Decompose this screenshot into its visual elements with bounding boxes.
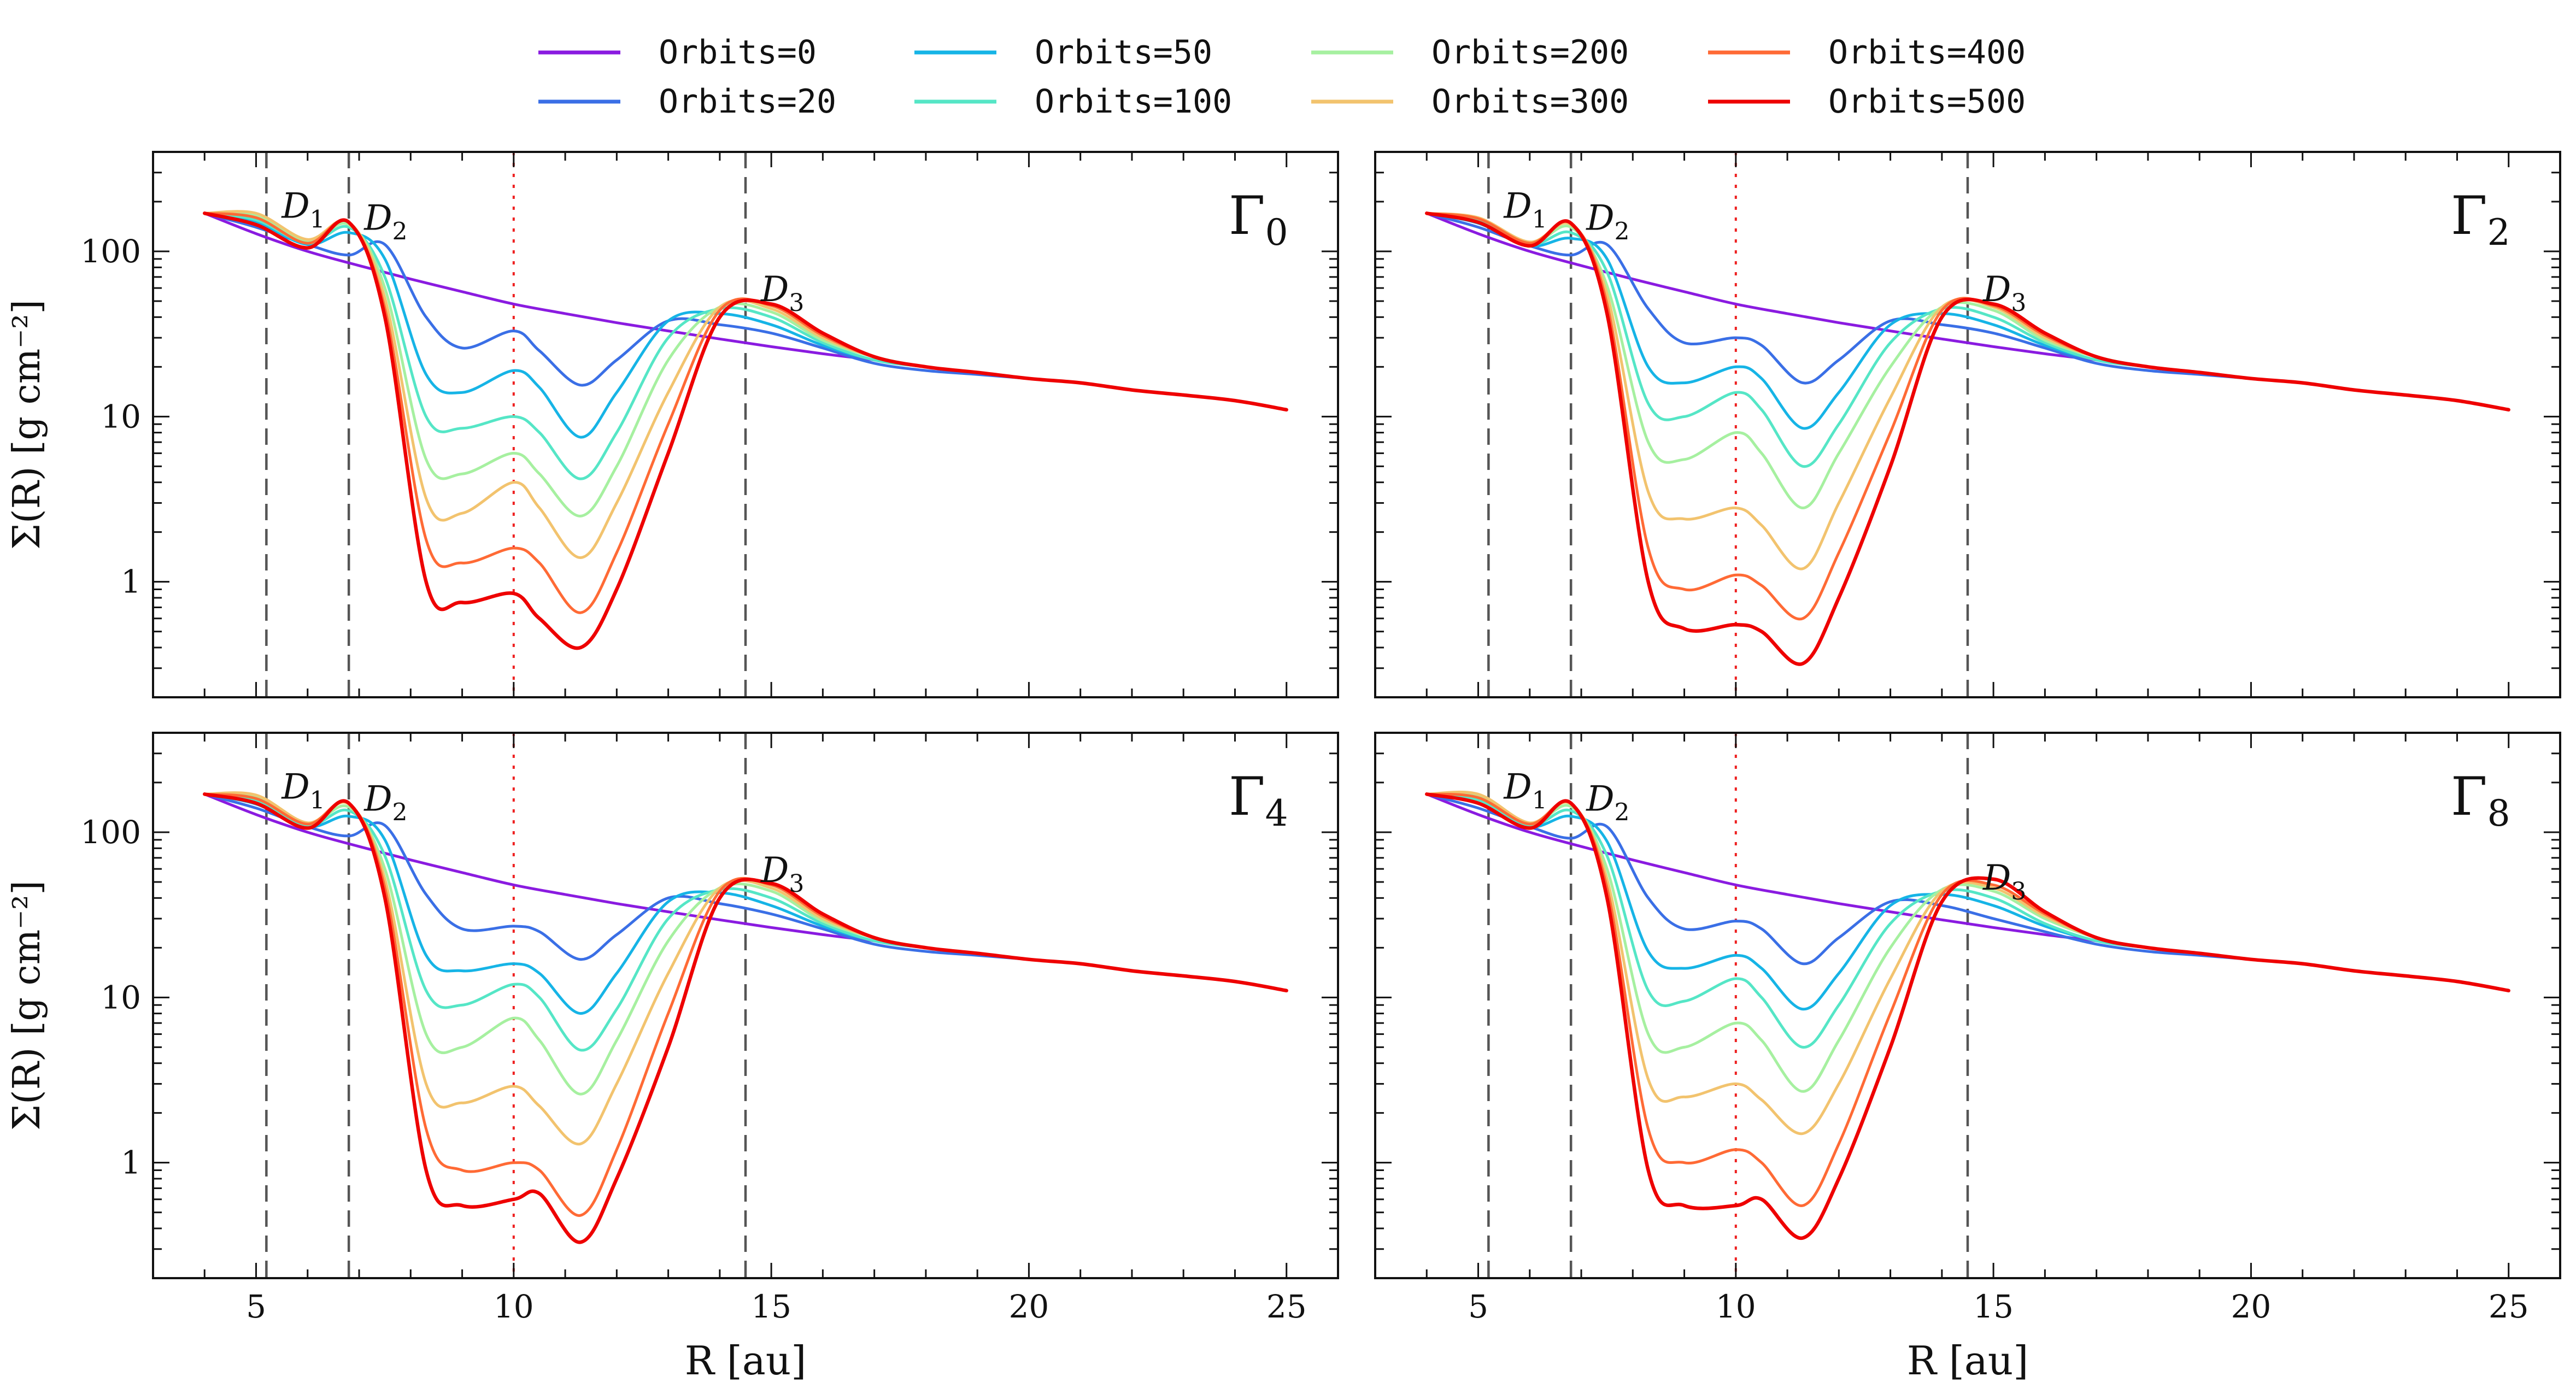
y-tick-label: 10 xyxy=(101,979,141,1016)
legend-label: Orbits=0 xyxy=(659,33,817,72)
ring-label: D2 xyxy=(363,198,407,246)
legend-entry: Orbits=300 xyxy=(1311,83,1629,121)
legend-label: Orbits=100 xyxy=(1035,83,1232,121)
series-group xyxy=(203,791,1288,1244)
ring-label: D1 xyxy=(281,767,325,814)
x-tick-label: 20 xyxy=(1009,1288,1049,1325)
series-line xyxy=(203,792,1288,1217)
x-tick-label: 15 xyxy=(1973,1288,2014,1325)
y-tick-label: 100 xyxy=(80,814,141,851)
panel-title: Γ0 xyxy=(1229,185,1288,254)
y-tick-label: 1 xyxy=(121,1144,141,1181)
legend-entry: Orbits=200 xyxy=(1311,33,1629,72)
x-tick-label: 20 xyxy=(2231,1288,2272,1325)
legend-label: Orbits=300 xyxy=(1431,83,1629,121)
legend-label: Orbits=20 xyxy=(659,83,836,121)
legend-label: Orbits=50 xyxy=(1035,33,1212,72)
ring-label: D2 xyxy=(363,779,407,827)
ring-label: D1 xyxy=(281,186,325,233)
y-tick-label: 1 xyxy=(121,563,141,601)
ring-label: D3 xyxy=(760,850,804,898)
x-tick-label: 5 xyxy=(1468,1288,1488,1325)
series-line xyxy=(203,211,1288,650)
panel-title: Γ4 xyxy=(1229,766,1288,834)
series-line xyxy=(1425,792,2510,1240)
legend-entry: Orbits=500 xyxy=(1708,83,2026,121)
legend-label: Orbits=500 xyxy=(1828,83,2026,121)
x-tick-label: 10 xyxy=(494,1288,534,1325)
legend-entry: Orbits=400 xyxy=(1708,33,2026,72)
ring-label: D3 xyxy=(760,269,804,317)
x-tick-label: 5 xyxy=(246,1288,266,1325)
panel-2: D1 D2 D3 Γ2 xyxy=(1374,151,2561,698)
y-tick-label: 10 xyxy=(101,398,141,435)
x-tick-label: 25 xyxy=(2489,1288,2529,1325)
x-axis-label: R [au] xyxy=(1907,1338,2029,1384)
series-group xyxy=(1425,211,2510,666)
x-axis-label: R [au] xyxy=(685,1338,807,1384)
panel-title: Γ2 xyxy=(2451,185,2510,254)
legend-label: Orbits=400 xyxy=(1828,33,2026,72)
series-group xyxy=(203,210,1288,650)
ring-label: D1 xyxy=(1503,186,1547,233)
ring-label: D2 xyxy=(1586,198,1629,246)
panel-1: D1 D2 D3 Γ0 1 10 100 Σ(R) [g cm⁻²] xyxy=(5,151,1339,698)
legend-entry: Orbits=0 xyxy=(538,33,817,72)
x-tick-label: 25 xyxy=(1266,1288,1307,1325)
legend-entry: Orbits=50 xyxy=(914,33,1212,72)
ring-label: D1 xyxy=(1503,767,1547,814)
y-axis-label: Σ(R) [g cm⁻²] xyxy=(5,299,49,550)
series-line xyxy=(1425,211,2510,666)
panel-title: Γ8 xyxy=(2451,766,2510,834)
ring-label: D2 xyxy=(1586,779,1629,827)
legend: Orbits=0 Orbits=20 Orbits=50 Orbits=100 Orbi… xyxy=(538,33,2026,121)
y-tick-label: 100 xyxy=(80,233,141,270)
y-axis-label: Σ(R) [g cm⁻²] xyxy=(5,880,49,1131)
ring-label: D3 xyxy=(1982,858,2026,905)
x-tick-label: 15 xyxy=(751,1288,791,1325)
legend-entry: Orbits=100 xyxy=(914,83,1232,121)
x-tick-label: 10 xyxy=(1716,1288,1756,1325)
panel-3: D1 D2 D3 Γ4 1 10 100 Σ(R) [g cm⁻²] 5 10 15 20 25 R [a… xyxy=(5,732,1339,1384)
series-group xyxy=(1425,790,2510,1240)
panel-4: D1 D2 D3 Γ8 5 10 15 20 25 R [au] xyxy=(1374,732,2561,1384)
legend-label: Orbits=200 xyxy=(1431,33,1629,72)
legend-entry: Orbits=20 xyxy=(538,83,836,121)
ring-label: D3 xyxy=(1982,269,2026,317)
series-line xyxy=(203,792,1288,1244)
